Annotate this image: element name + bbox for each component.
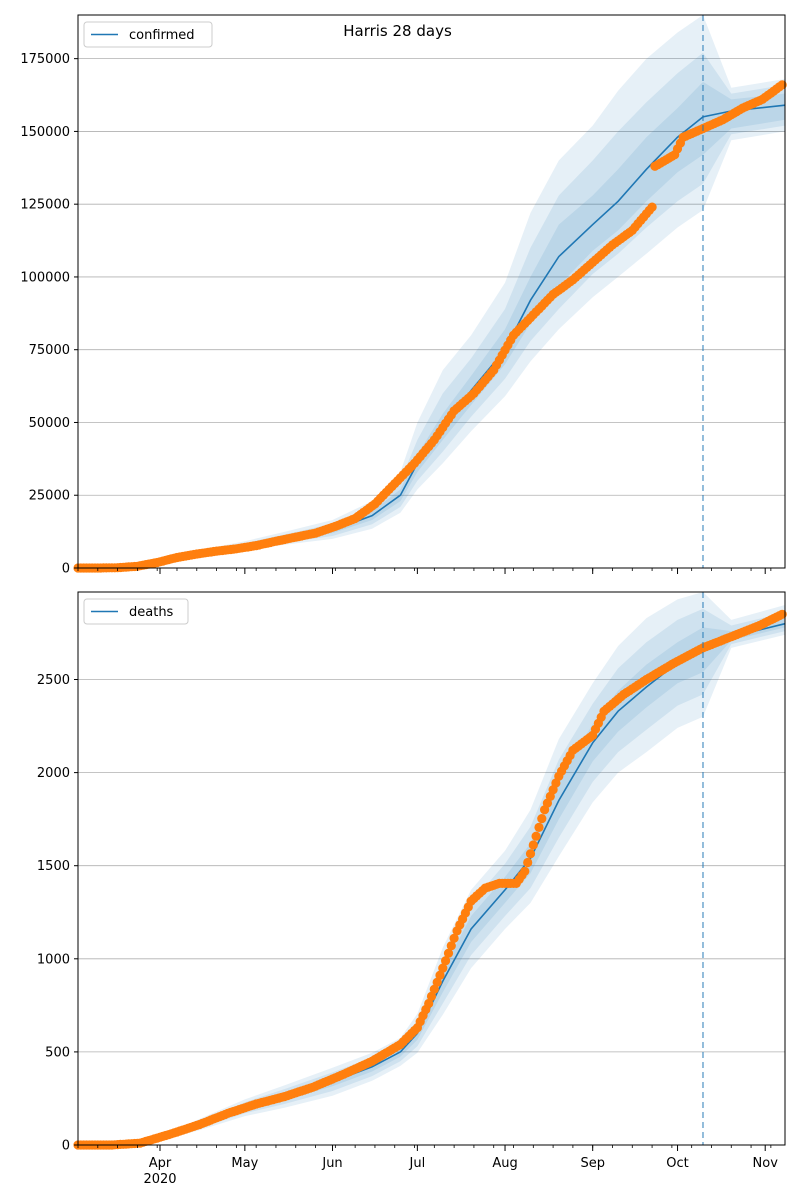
observed-point-163 [534, 822, 544, 833]
confidence-band-2 [78, 81, 785, 569]
observed-point-124 [424, 998, 434, 1009]
y-tick-label-2: 1000 [37, 952, 70, 967]
confidence-band-1 [78, 52, 785, 569]
confidence-band-0 [78, 15, 785, 568]
y-tick-label-7: 175000 [20, 52, 70, 67]
x-tick-label-5: Sep [580, 1156, 605, 1171]
observed-point-128 [435, 970, 445, 980]
y-tick-label-1: 25000 [29, 489, 70, 504]
x-tick-label-1: May [231, 1156, 258, 1171]
y-tick-label-4: 2000 [37, 766, 70, 781]
observed-point-125 [426, 991, 437, 1002]
y-tick-label-6: 150000 [20, 125, 70, 140]
x-year-label: 2020 [143, 1172, 176, 1187]
y-tick-label-0: 0 [62, 1139, 70, 1154]
observed-point-164 [537, 814, 547, 824]
observed-point-130 [441, 956, 451, 966]
y-tick-label-5: 125000 [20, 198, 70, 213]
legend: deaths [83, 598, 189, 625]
x-tick-label-4: Aug [492, 1156, 517, 1171]
x-tick-label-6: Oct [666, 1156, 688, 1171]
observed-point-159 [523, 857, 533, 868]
y-tick-label-3: 75000 [29, 343, 70, 358]
legend-label: deaths [129, 605, 174, 620]
chart-title: Harris 28 days [343, 22, 452, 40]
y-tick-label-0: 0 [62, 562, 70, 577]
axes-frame [77, 591, 786, 1146]
y-tick-label-2: 50000 [29, 416, 70, 431]
y-tick-label-3: 1500 [37, 859, 70, 874]
legend: confirmed [83, 21, 213, 48]
legend-label: confirmed [129, 28, 195, 43]
observed-point-158 [520, 866, 530, 876]
observed-point-129 [438, 963, 448, 973]
observed-point-132 [446, 941, 456, 951]
x-tick-label-0: Apr [149, 1156, 172, 1171]
confidence-band-1 [78, 608, 785, 1145]
legend-box [83, 21, 213, 48]
x-tick-label-2: Jun [321, 1156, 342, 1171]
observed-point-131 [443, 948, 454, 958]
observed-point-160 [525, 849, 536, 859]
confirmed-panel: 0 25000 50000 75000 100000 125000 150000 175000… [20, 14, 787, 577]
x-tick-label-7: Nov [753, 1156, 779, 1171]
observed-point-127 [432, 977, 442, 987]
confidence-band-0 [78, 592, 785, 1145]
y-tick-label-5: 2500 [37, 673, 70, 688]
deaths-panel: 0 500 1000 1500 2000 2500 Apr May Jun Jul Aug Sep Oc… [37, 591, 787, 1187]
x-tick-label-3: Jul [409, 1156, 426, 1171]
y-tick-label-1: 500 [45, 1045, 70, 1060]
observed-point-203 [647, 202, 657, 212]
observed-point-126 [429, 984, 439, 994]
observed-point-161 [528, 840, 538, 850]
y-tick-label-4: 100000 [20, 270, 70, 285]
axes-frame [77, 14, 786, 569]
observed-point-162 [531, 831, 541, 841]
legend-box [83, 598, 189, 625]
observed-point-133 [449, 933, 459, 943]
